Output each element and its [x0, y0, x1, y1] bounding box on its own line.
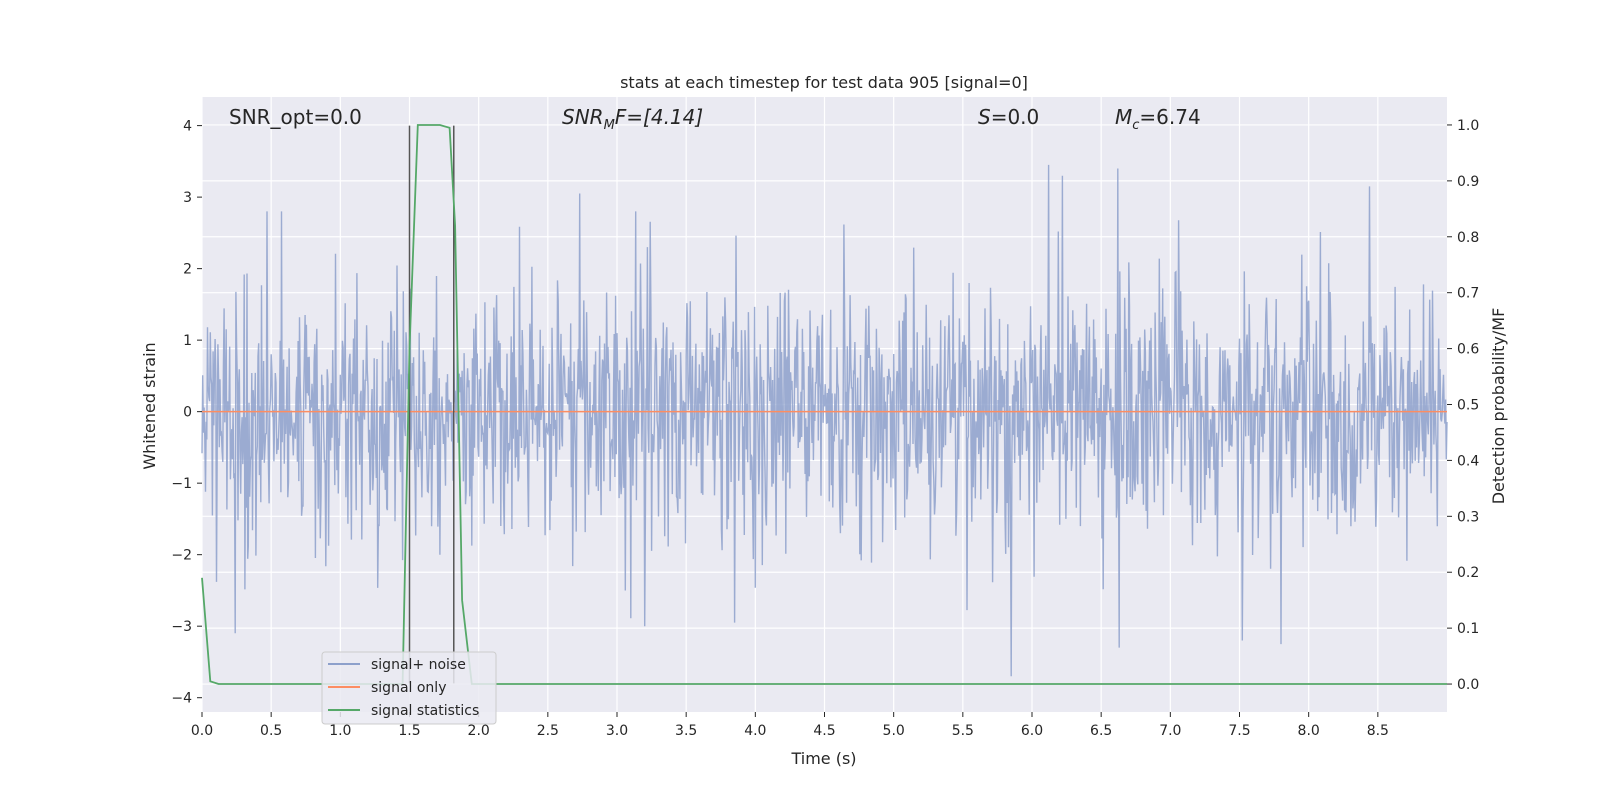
x-tick-label: 4.5 — [813, 723, 835, 739]
y-right-tick-label: 0.3 — [1457, 509, 1479, 525]
x-tick-label: 1.0 — [329, 723, 351, 739]
x-axis-ticks: 0.0 0.5 1.0 1.5 2.0 2.5 3.0 3.5 4.0 4.5 5.0 5.5 6.0 6… — [191, 712, 1389, 739]
y-left-tick-label: −2 — [171, 548, 192, 564]
y-left-tick-label: 1 — [183, 333, 192, 349]
legend-label-signal-only: signal only — [371, 680, 446, 696]
y-right-tick-label: 0.9 — [1457, 174, 1479, 190]
x-tick-label: 8.0 — [1298, 723, 1320, 739]
x-tick-label: 6.0 — [1021, 723, 1043, 739]
y-left-tick-label: 4 — [183, 119, 192, 135]
x-tick-label: 8.5 — [1367, 723, 1389, 739]
x-tick-label: 5.5 — [952, 723, 974, 739]
chart-title: stats at each timestep for test data 905… — [620, 73, 1028, 92]
x-tick-label: 5.0 — [883, 723, 905, 739]
legend-label-signal-statistics: signal statistics — [371, 703, 479, 719]
x-axis-label: Time (s) — [790, 749, 856, 768]
annotation-s: S=0.0 — [978, 105, 1039, 129]
y-right-tick-label: 0.5 — [1457, 398, 1479, 414]
y-axis-right-ticks: 1.0 0.9 0.8 0.7 0.6 0.5 0.4 0.3 0.2 0.1 0.0 — [1447, 118, 1479, 693]
y-axis-left-ticks: 4 3 2 1 0 −1 −2 −3 −4 — [171, 119, 202, 707]
y-axis-right-label: Detection probability/MF — [1489, 308, 1508, 505]
y-right-tick-label: 0.0 — [1457, 677, 1479, 693]
legend: signal+ noise signal only signal statist… — [321, 651, 497, 725]
y-left-tick-label: −4 — [171, 691, 192, 707]
y-right-tick-label: 0.8 — [1457, 230, 1479, 246]
y-right-tick-label: 0.4 — [1457, 453, 1479, 469]
y-left-tick-label: 3 — [183, 190, 192, 206]
x-tick-label: 0.0 — [191, 723, 213, 739]
y-left-tick-label: 2 — [183, 262, 192, 278]
legend-box — [321, 651, 497, 725]
x-tick-label: 3.5 — [675, 723, 697, 739]
x-tick-label: 1.5 — [398, 723, 420, 739]
legend-label-signal-noise: signal+ noise — [371, 657, 466, 673]
x-tick-label: 4.0 — [744, 723, 766, 739]
y-right-tick-label: 0.2 — [1457, 565, 1479, 581]
x-tick-label: 2.0 — [468, 723, 490, 739]
signal-statistics-series — [201, 124, 1447, 685]
x-tick-label: 6.5 — [1090, 723, 1112, 739]
signal-statistics-line — [201, 124, 1447, 685]
y-right-tick-label: 0.1 — [1457, 621, 1479, 637]
y-left-tick-label: −3 — [171, 619, 192, 635]
y-right-tick-label: 0.6 — [1457, 342, 1479, 358]
y-left-tick-label: 0 — [183, 405, 192, 421]
x-tick-label: 0.5 — [260, 723, 282, 739]
x-tick-label: 7.0 — [1159, 723, 1181, 739]
vertical-markers — [408, 125, 455, 684]
y-right-tick-label: 1.0 — [1457, 118, 1479, 134]
y-left-tick-label: −1 — [171, 476, 192, 492]
annotation-snr-opt: SNR_opt=0.0 — [229, 105, 362, 129]
annotation-snr-mf: SNRMF=[4.14] — [562, 105, 703, 133]
annotation-mc: Mc=6.74 — [1115, 105, 1201, 133]
x-tick-label: 2.5 — [537, 723, 559, 739]
x-tick-label: 3.0 — [606, 723, 628, 739]
y-right-tick-label: 0.7 — [1457, 286, 1479, 302]
y-axis-left-label: Whitened strain — [140, 342, 159, 469]
x-tick-label: 7.5 — [1228, 723, 1250, 739]
